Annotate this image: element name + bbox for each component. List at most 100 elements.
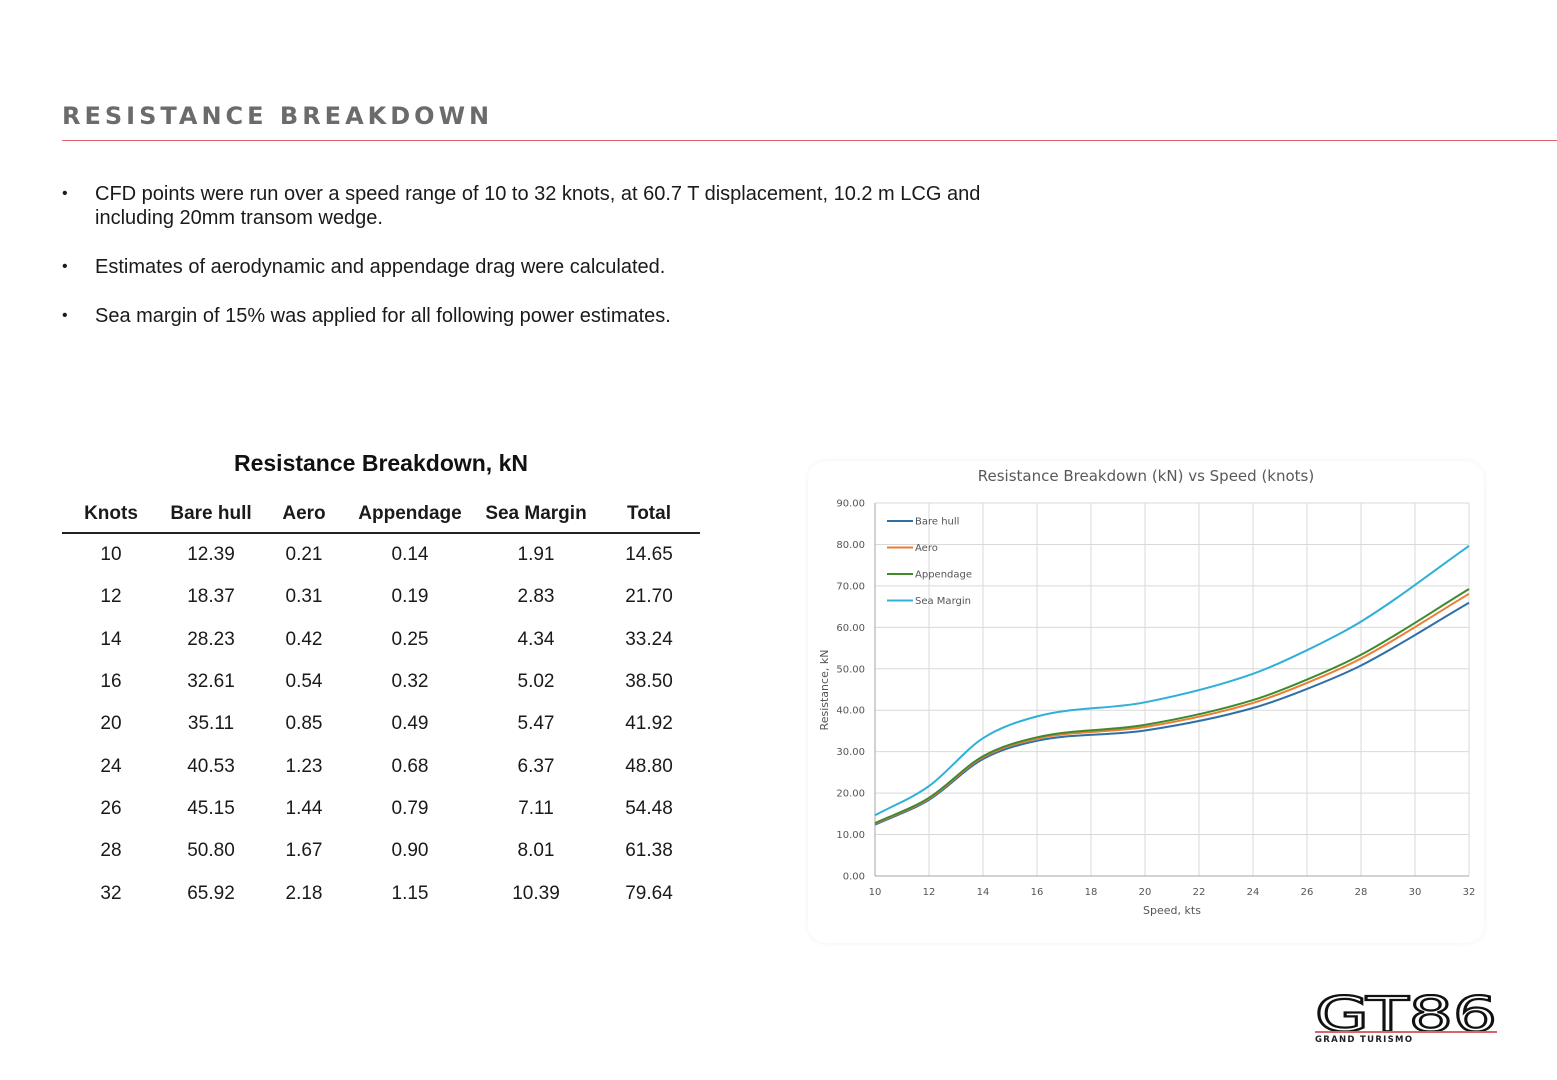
column-header: Bare hull [160, 496, 262, 534]
resistance-chart: 0.00 10.00 20.00 30.00 40.00 50.00 60.00 70.00 8… [818, 467, 1476, 917]
y-tick-label: 30.00 [836, 747, 865, 758]
table-cell: 4.34 [517, 628, 555, 650]
bullet-item: • Sea margin of 15% was applied for all f… [62, 304, 1042, 328]
y-tick-label: 60.00 [836, 623, 865, 634]
series-line-sea-margin [874, 545, 1470, 817]
column-header: Aero [262, 496, 346, 534]
chart-title: Resistance Breakdown (kN) vs Speed (knot… [978, 467, 1314, 485]
table-cell: 0.85 [285, 713, 323, 735]
table-cell: 32.61 [187, 671, 235, 693]
y-axis-title: Resistance, kN [818, 650, 831, 731]
x-tick-label: 16 [1031, 887, 1044, 898]
column-header: Knots [62, 496, 160, 534]
y-tick-label: 50.00 [836, 664, 865, 675]
column-header: Sea Margin [474, 496, 598, 534]
bullet-glyph: • [62, 185, 68, 202]
page-title: RESISTANCE BREAKDOWN [62, 102, 494, 130]
x-tick-label: 14 [977, 887, 990, 898]
table-cell: 2.18 [285, 882, 323, 904]
logo-accent-line [1315, 1031, 1497, 1033]
table-cell: 0.54 [285, 671, 323, 693]
table-cell: 0.49 [391, 713, 429, 735]
y-tick-label: 80.00 [836, 540, 865, 551]
series-line-appendage [874, 588, 1470, 825]
table-cell: 12.39 [187, 544, 235, 566]
column-header: Total [598, 496, 700, 534]
x-tick-label: 18 [1085, 887, 1098, 898]
table-row: 28 50.80 1.67 0.90 8.01 61.38 [62, 830, 700, 872]
table-cell: 2.83 [517, 586, 555, 608]
x-tick-label: 32 [1463, 887, 1476, 898]
table-cell: 0.90 [391, 840, 429, 862]
table-cell: 14 [100, 628, 122, 650]
table-cell: 0.42 [285, 628, 323, 650]
bullet-text: Estimates of aerodynamic and appendage d… [95, 256, 666, 278]
table-row: 32 65.92 2.18 1.15 10.39 79.64 [62, 872, 700, 914]
table-cell: 10 [100, 544, 122, 566]
legend-label: Appendage [915, 570, 972, 581]
x-tick-label: 10 [869, 887, 882, 898]
resistance-table: Knots Bare hull Aero Appendage Sea Margi… [62, 496, 700, 915]
bullet-item: • CFD points were run over a speed range … [62, 182, 1042, 230]
table-cell: 6.37 [517, 755, 555, 777]
bullet-glyph: • [62, 307, 68, 324]
table-cell: 10.39 [512, 882, 560, 904]
gt86-logo: GT86 GRAND TURISMO [1315, 994, 1497, 1044]
table-cell: 7.11 [518, 797, 554, 819]
table-cell: 21.70 [625, 586, 673, 608]
table-cell: 24 [100, 755, 122, 777]
title-divider [62, 140, 1557, 141]
table-cell: 28 [100, 840, 122, 862]
table-cell: 0.79 [391, 797, 429, 819]
table-cell: 54.48 [625, 797, 673, 819]
table-cell: 50.80 [187, 840, 235, 862]
logo-subtitle: GRAND TURISMO [1315, 1035, 1413, 1044]
table-cell: 1.23 [285, 755, 323, 777]
bullet-text: Sea margin of 15% was applied for all fo… [95, 305, 671, 327]
y-tick-label: 70.00 [836, 581, 865, 592]
table-row: 26 45.15 1.44 0.79 7.11 54.48 [62, 788, 700, 830]
table-row: 10 12.39 0.21 0.14 1.91 14.65 [62, 533, 700, 576]
table-cell: 0.68 [391, 755, 429, 777]
series-line-bare-hull [874, 601, 1470, 826]
table-cell: 1.15 [391, 882, 429, 904]
table-cell: 65.92 [187, 882, 235, 904]
table-row: 20 35.11 0.85 0.49 5.47 41.92 [62, 703, 700, 745]
logo-wordmark: GT86 [1315, 994, 1497, 1043]
table-cell: 20 [100, 713, 122, 735]
x-tick-label: 20 [1139, 887, 1152, 898]
table-cell: 18.37 [187, 586, 235, 608]
x-tick-label: 28 [1355, 887, 1368, 898]
y-tick-label: 90.00 [836, 499, 865, 510]
legend-label: Sea Margin [915, 596, 971, 607]
legend-label: Bare hull [915, 517, 959, 528]
table-cell: 48.80 [625, 755, 673, 777]
table-cell: 40.53 [187, 755, 235, 777]
table-cell: 1.67 [285, 840, 323, 862]
x-tick-label: 30 [1409, 887, 1422, 898]
table-cell: 5.47 [517, 713, 555, 735]
table-cell: 1.44 [285, 797, 323, 819]
table-cell: 35.11 [187, 713, 235, 735]
table-cell: 16 [100, 671, 122, 693]
table-cell: 41.92 [625, 713, 673, 735]
table-cell: 0.25 [391, 628, 429, 650]
bullet-list: • CFD points were run over a speed range … [62, 182, 1042, 353]
table-cell: 12 [100, 586, 122, 608]
x-tick-label: 24 [1247, 887, 1260, 898]
x-tick-label: 12 [923, 887, 936, 898]
table-cell: 5.02 [517, 671, 555, 693]
series-line-aero [874, 592, 1470, 825]
table-cell: 1.91 [517, 544, 555, 566]
x-tick-label: 26 [1301, 887, 1314, 898]
legend-label: Aero [915, 543, 938, 554]
y-tick-label: 10.00 [836, 830, 865, 841]
y-tick-label: 40.00 [836, 706, 865, 717]
bullet-glyph: • [62, 258, 68, 275]
table-cell: 0.19 [391, 586, 429, 608]
table-cell: 28.23 [187, 628, 235, 650]
y-tick-label: 20.00 [836, 789, 865, 800]
table-row: 12 18.37 0.31 0.19 2.83 21.70 [62, 576, 700, 618]
chart-card: 0.00 10.00 20.00 30.00 40.00 50.00 60.00 70.00 8… [808, 461, 1484, 943]
y-tick-label: 0.00 [843, 872, 865, 883]
